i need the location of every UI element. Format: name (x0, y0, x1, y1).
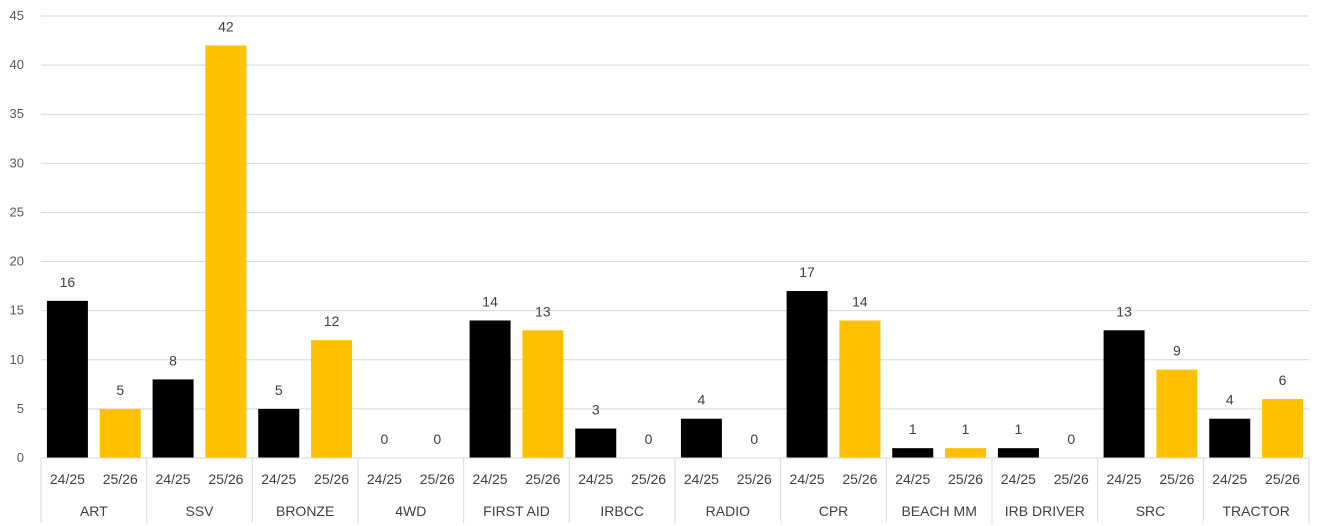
bar (892, 448, 934, 458)
x-subcategory-label: 24/25 (684, 471, 719, 487)
y-tick-label: 15 (10, 303, 24, 318)
data-label: 0 (645, 431, 653, 447)
data-label: 0 (1067, 431, 1075, 447)
data-label: 1 (1015, 421, 1023, 437)
bar (997, 448, 1039, 458)
x-subcategory-label: 24/25 (895, 471, 930, 487)
x-subcategory-label: 24/25 (367, 471, 402, 487)
data-label: 0 (381, 431, 389, 447)
x-category-label: 4WD (395, 503, 426, 519)
x-subcategory-label: 25/26 (842, 471, 877, 487)
bars (46, 45, 1304, 458)
bar (205, 45, 247, 458)
data-label: 5 (275, 382, 283, 398)
data-label: 14 (852, 293, 868, 309)
y-tick-label: 5 (17, 401, 24, 416)
x-subcategory-label: 24/25 (578, 471, 613, 487)
x-subcategory-label: 25/26 (420, 471, 455, 487)
x-subcategory-label: 25/26 (525, 471, 560, 487)
x-category-label: BEACH MM (901, 503, 976, 519)
x-subcategory-label: 24/25 (1107, 471, 1142, 487)
bar (46, 300, 88, 458)
bar (99, 408, 141, 458)
bar (311, 340, 353, 458)
bar (680, 418, 722, 458)
bar (839, 320, 881, 458)
data-label: 42 (218, 18, 234, 34)
x-axis: 24/25 25/26 ART 24/25 25/26 SSV 24/25 25/26 BRON… (40, 457, 1310, 523)
bar (575, 428, 617, 458)
data-label: 6 (1279, 372, 1287, 388)
bar (1103, 330, 1145, 458)
x-subcategory-label: 25/26 (631, 471, 666, 487)
x-category-label: BRONZE (276, 503, 334, 519)
y-tick-label: 45 (10, 8, 24, 23)
x-subcategory-label: 24/25 (156, 471, 191, 487)
data-label: 3 (592, 402, 600, 418)
bar (1156, 369, 1198, 458)
y-axis-tick-labels: 0 5 10 15 20 25 30 35 40 45 (10, 8, 24, 465)
data-label: 1 (909, 421, 917, 437)
data-label: 17 (799, 264, 815, 280)
y-tick-label: 30 (10, 155, 24, 170)
data-label: 1 (962, 421, 970, 437)
x-subcategory-label: 24/25 (261, 471, 296, 487)
x-subcategory-label: 25/26 (208, 471, 243, 487)
data-label: 16 (60, 274, 76, 290)
data-label: 0 (750, 431, 758, 447)
bar (469, 320, 511, 458)
x-category-label: IRBCC (600, 503, 644, 519)
y-tick-label: 20 (10, 254, 24, 269)
data-label: 5 (116, 382, 124, 398)
x-category-label: RADIO (706, 503, 750, 519)
x-category-label: ART (80, 503, 108, 519)
data-labels: 16 8 5 0 14 3 4 17 1 1 13 4 5 42 12 0 13 0 0 14 1 0 9 6 (60, 18, 1287, 447)
x-subcategory-label: 25/26 (948, 471, 983, 487)
x-subcategory-label: 25/26 (1265, 471, 1300, 487)
bar (786, 291, 828, 458)
y-tick-label: 0 (17, 450, 24, 465)
y-tick-label: 25 (10, 204, 24, 219)
bar (258, 408, 300, 458)
x-category-label: TRACTOR (1222, 503, 1289, 519)
x-category-label: SRC (1136, 503, 1166, 519)
x-subcategory-label: 24/25 (790, 471, 825, 487)
bar (1209, 418, 1251, 458)
x-category-label: CPR (819, 503, 849, 519)
x-subcategory-label: 24/25 (473, 471, 508, 487)
data-label: 4 (698, 392, 706, 408)
data-label: 0 (433, 431, 441, 447)
x-subcategory-label: 24/25 (50, 471, 85, 487)
x-subcategory-label: 25/26 (103, 471, 138, 487)
x-category-label: FIRST AID (483, 503, 550, 519)
x-category-label: SSV (185, 503, 214, 519)
x-category-label: IRB DRIVER (1005, 503, 1085, 519)
data-label: 9 (1173, 343, 1181, 359)
data-label: 12 (324, 313, 340, 329)
y-tick-label: 35 (10, 106, 24, 121)
x-subcategory-label: 25/26 (737, 471, 772, 487)
y-tick-label: 40 (10, 57, 24, 72)
data-label: 13 (1116, 303, 1132, 319)
data-label: 4 (1226, 392, 1234, 408)
x-subcategory-label: 24/25 (1212, 471, 1247, 487)
gridlines (41, 15, 1309, 410)
bar (945, 448, 987, 458)
bar (1262, 399, 1304, 458)
y-tick-label: 10 (10, 352, 24, 367)
bar (522, 330, 564, 458)
x-subcategory-label: 25/26 (1054, 471, 1089, 487)
x-subcategory-label: 25/26 (314, 471, 349, 487)
data-label: 14 (482, 293, 498, 309)
x-subcategory-label: 24/25 (1001, 471, 1036, 487)
x-subcategory-label: 25/26 (1159, 471, 1194, 487)
data-label: 13 (535, 303, 551, 319)
bar (152, 379, 194, 458)
data-label: 8 (169, 352, 177, 368)
